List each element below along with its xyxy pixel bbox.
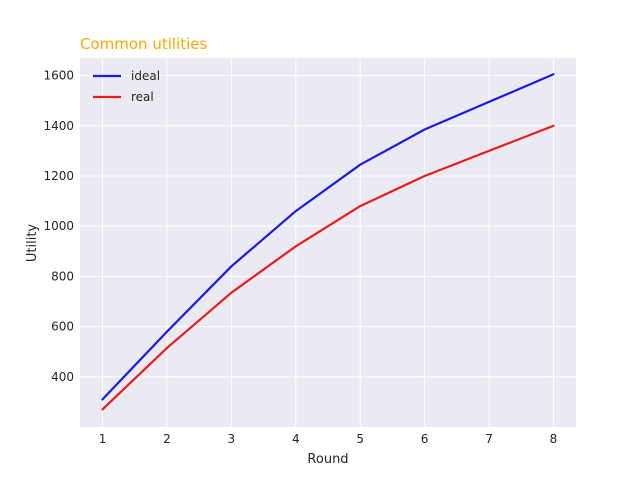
grid-lines bbox=[80, 58, 576, 427]
series-lines bbox=[101, 73, 555, 411]
x-tick-label: 7 bbox=[485, 432, 493, 446]
x-tick-label: 3 bbox=[228, 432, 236, 446]
y-tick-label: 1600 bbox=[43, 69, 74, 83]
y-tick-label: 1400 bbox=[43, 119, 74, 133]
y-tick-label: 1000 bbox=[43, 219, 74, 233]
x-tick-label: 5 bbox=[356, 432, 364, 446]
y-tick-label: 400 bbox=[51, 370, 74, 384]
y-tick-label: 600 bbox=[51, 320, 74, 334]
x-tick-label: 6 bbox=[421, 432, 429, 446]
series-line-real bbox=[101, 124, 555, 411]
legend-label-real: real bbox=[131, 90, 154, 104]
chart-title: Common utilities bbox=[80, 35, 207, 53]
x-tick-label: 8 bbox=[550, 432, 558, 446]
y-tick-labels: 400 600 800 1000 1200 1400 1600 bbox=[43, 69, 74, 384]
plot-background bbox=[80, 58, 576, 427]
x-tick-label: 2 bbox=[163, 432, 171, 446]
y-axis-label: Utility bbox=[25, 224, 40, 263]
legend-label-ideal: ideal bbox=[131, 69, 160, 83]
legend: ideal real bbox=[93, 69, 160, 104]
x-tick-label: 4 bbox=[292, 432, 300, 446]
y-tick-label: 800 bbox=[51, 269, 74, 283]
x-tick-label: 1 bbox=[99, 432, 107, 446]
x-axis-label: Round bbox=[307, 452, 348, 467]
y-tick-label: 1200 bbox=[43, 169, 74, 183]
series-line-ideal bbox=[101, 73, 555, 401]
x-tick-labels: 1 2 3 4 5 6 7 8 bbox=[99, 432, 558, 446]
